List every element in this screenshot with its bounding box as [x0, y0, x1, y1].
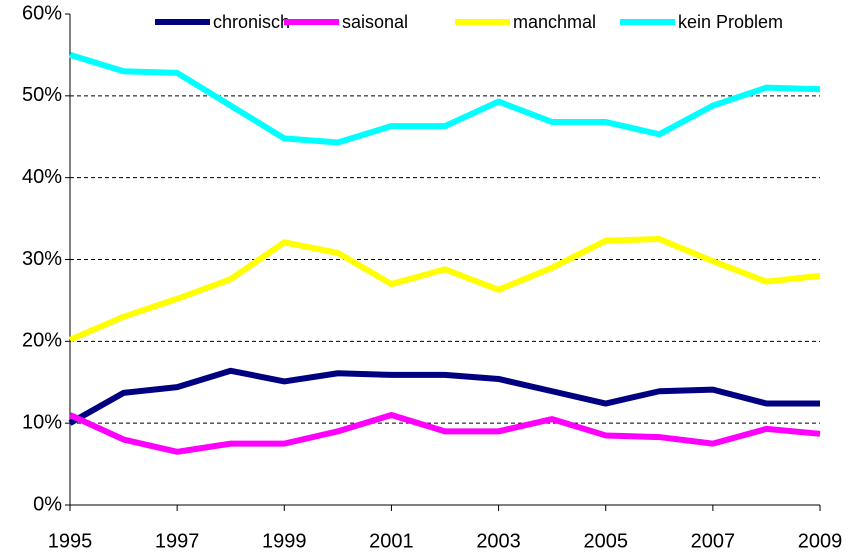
series-line [68, 411, 821, 455]
x-tick-label: 2001 [369, 530, 414, 552]
y-tick-label: 30% [22, 248, 62, 270]
series-line [68, 367, 820, 426]
legend-label: manchmal [513, 12, 596, 32]
series-line [69, 52, 821, 146]
y-tick-label: 10% [22, 411, 62, 433]
y-tick-label: 0% [33, 493, 62, 515]
x-tick-label: 2007 [691, 530, 736, 552]
x-tick-label: 2003 [476, 530, 521, 552]
x-tick-label: 1997 [155, 530, 200, 552]
y-tick-label: 60% [22, 2, 62, 24]
series-line [68, 236, 821, 343]
x-tick-label: 1995 [48, 530, 93, 552]
x-tick-label: 1999 [262, 530, 307, 552]
y-tick-label: 40% [22, 166, 62, 188]
y-tick-label: 50% [22, 84, 62, 106]
x-tick-label: 2009 [798, 530, 843, 552]
legend-label: chronisch [213, 12, 290, 32]
legend-label: saisonal [342, 12, 408, 32]
legend-label: kein Problem [678, 12, 783, 32]
y-tick-label: 20% [22, 330, 62, 352]
x-tick-label: 2005 [583, 530, 628, 552]
